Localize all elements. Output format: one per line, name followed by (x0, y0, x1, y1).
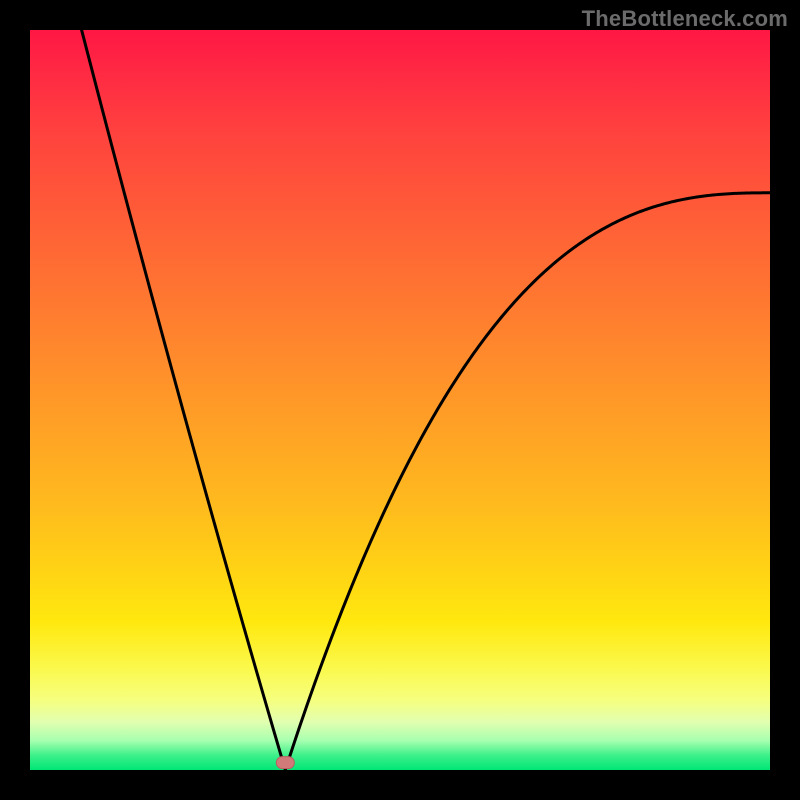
watermark-text: TheBottleneck.com (582, 6, 788, 32)
chart-background (30, 30, 770, 770)
bottleneck-chart: TheBottleneck.com (0, 0, 800, 800)
chart-svg (0, 0, 800, 800)
min-marker (276, 757, 294, 769)
